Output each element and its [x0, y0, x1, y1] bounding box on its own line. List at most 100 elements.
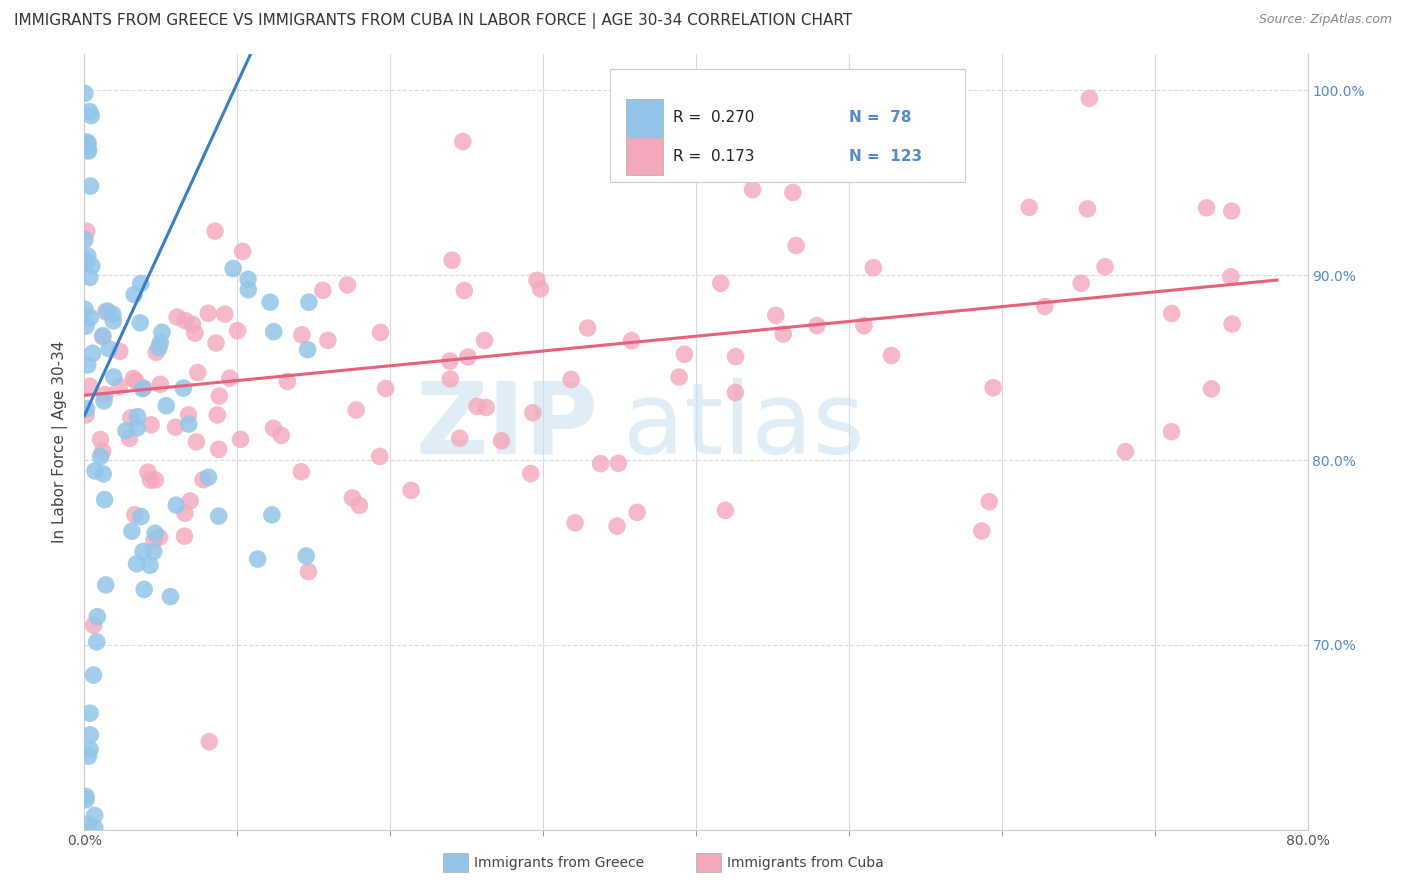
Point	[103, 314, 125, 328]
Point	[79, 728, 101, 742]
Point	[862, 260, 884, 275]
Point	[101, 307, 124, 321]
Point	[83, 808, 105, 822]
Point	[785, 238, 807, 252]
Point	[491, 434, 513, 448]
Point	[142, 544, 165, 558]
Point	[122, 371, 145, 385]
Point	[259, 295, 281, 310]
Point	[607, 456, 630, 470]
Point	[129, 316, 152, 330]
Point	[1018, 201, 1040, 215]
Point	[297, 343, 319, 357]
Point	[94, 578, 117, 592]
Point	[77, 144, 100, 158]
Point	[94, 305, 117, 319]
Point	[765, 308, 787, 322]
Point	[606, 519, 628, 533]
Point	[80, 259, 103, 273]
Text: R =  0.173: R = 0.173	[672, 149, 754, 164]
Point	[208, 442, 231, 457]
Y-axis label: In Labor Force | Age 30-34: In Labor Force | Age 30-34	[52, 340, 69, 543]
Text: R =  0.270: R = 0.270	[672, 111, 754, 126]
Point	[724, 385, 747, 400]
Point	[75, 789, 97, 804]
Point	[103, 370, 125, 384]
Point	[270, 428, 292, 442]
Point	[129, 277, 152, 291]
Point	[1160, 306, 1182, 320]
Point	[121, 524, 143, 539]
Point	[295, 549, 318, 563]
Point	[232, 244, 254, 259]
Point	[79, 179, 101, 194]
Point	[610, 167, 633, 181]
Point	[165, 420, 187, 434]
Point	[198, 734, 221, 748]
Point	[179, 494, 201, 508]
Point	[75, 793, 97, 807]
Point	[91, 444, 114, 458]
Point	[1201, 382, 1223, 396]
Point	[626, 505, 648, 519]
Point	[82, 668, 104, 682]
Point	[83, 821, 105, 835]
Point	[344, 403, 367, 417]
Point	[451, 135, 474, 149]
Point	[316, 334, 339, 348]
Point	[93, 393, 115, 408]
Text: Immigrants from Greece: Immigrants from Greece	[474, 855, 644, 870]
Point	[80, 109, 103, 123]
Point	[1220, 204, 1243, 219]
Point	[177, 417, 200, 431]
Point	[174, 506, 197, 520]
Point	[1219, 269, 1241, 284]
Point	[226, 324, 249, 338]
Point	[620, 334, 643, 348]
Point	[76, 401, 98, 416]
Point	[710, 277, 733, 291]
Point	[474, 334, 496, 348]
Text: Source: ZipAtlas.com: Source: ZipAtlas.com	[1258, 13, 1392, 27]
Point	[576, 321, 599, 335]
Point	[155, 399, 177, 413]
Point	[143, 473, 166, 487]
Point	[91, 330, 114, 344]
Point	[724, 350, 747, 364]
Point	[298, 295, 321, 310]
Point	[139, 558, 162, 573]
Point	[86, 609, 108, 624]
Point	[1195, 201, 1218, 215]
FancyBboxPatch shape	[626, 138, 664, 176]
Text: atlas: atlas	[623, 377, 865, 475]
Point	[236, 272, 259, 286]
Point	[806, 318, 828, 333]
Point	[82, 346, 104, 360]
Point	[204, 224, 226, 238]
Point	[529, 282, 551, 296]
Point	[75, 408, 97, 422]
Point	[276, 375, 298, 389]
Point	[77, 143, 100, 157]
Point	[880, 349, 903, 363]
FancyBboxPatch shape	[610, 69, 965, 182]
Point	[172, 381, 194, 395]
Point	[98, 342, 121, 356]
Point	[108, 344, 131, 359]
Point	[148, 341, 170, 355]
Point	[149, 377, 172, 392]
Point	[77, 749, 100, 764]
Point	[159, 590, 181, 604]
Point	[263, 325, 285, 339]
Point	[89, 433, 111, 447]
Point	[191, 473, 214, 487]
Point	[970, 524, 993, 538]
Point	[75, 318, 97, 333]
Point	[312, 283, 335, 297]
Point	[218, 371, 240, 385]
Point	[453, 284, 475, 298]
Point	[772, 326, 794, 341]
Point	[197, 306, 219, 320]
FancyBboxPatch shape	[626, 99, 664, 136]
Point	[143, 526, 166, 541]
